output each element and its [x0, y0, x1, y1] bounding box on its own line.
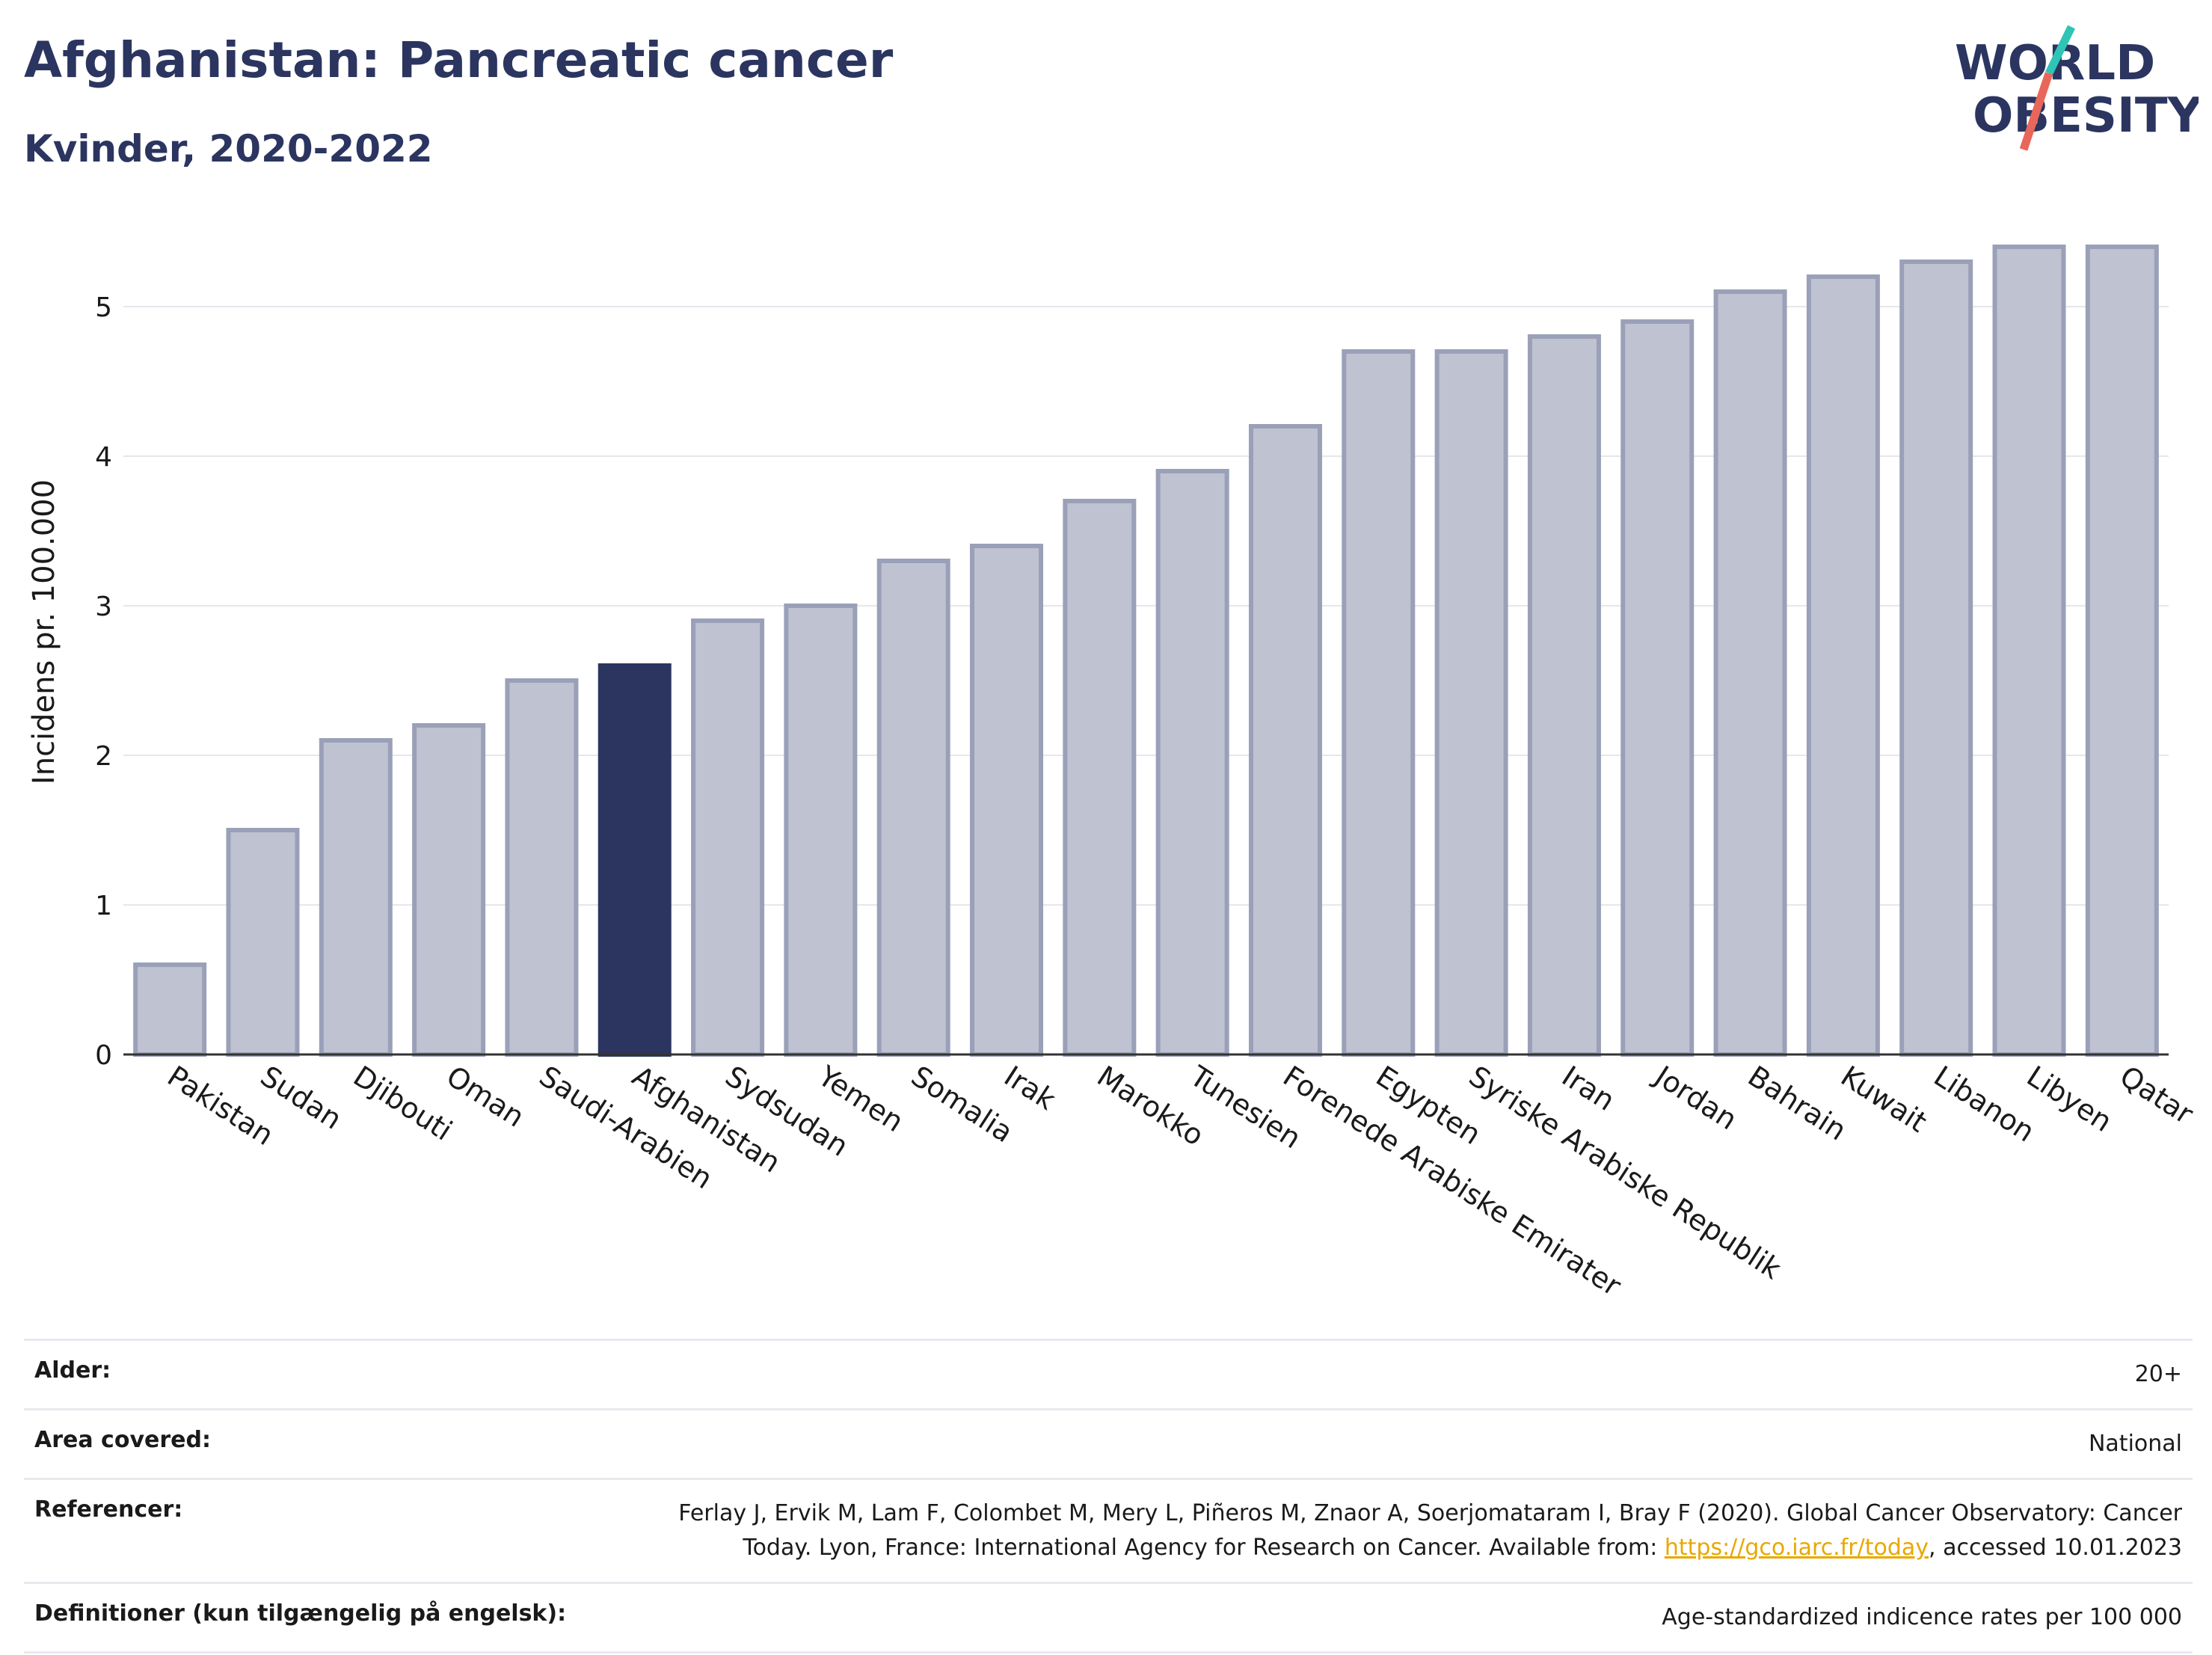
reference-accessed: , accessed 10.01.2023 — [1929, 1535, 2182, 1561]
logo-slash-coral — [2019, 72, 2053, 151]
info-value: Age-standardized indicence rates per 100… — [613, 1582, 2193, 1654]
info-key: Alder: — [24, 1339, 613, 1410]
logo-word-obesity: OBESITY — [1973, 88, 2199, 144]
bar-qatar — [2085, 245, 2159, 1057]
x-tick-label: Iran — [1556, 1060, 1620, 1117]
x-tick-label: Libanon — [1928, 1060, 2040, 1149]
y-tick-label: 2 — [95, 741, 112, 772]
x-tick-label: Somalia — [906, 1060, 1019, 1149]
bar-somalia — [876, 559, 950, 1057]
chart-title: Afghanistan: Pancreatic cancer — [24, 31, 894, 89]
bar-bahrain — [1713, 289, 1787, 1057]
bar-oman — [412, 723, 486, 1057]
y-tick-label: 0 — [95, 1040, 112, 1071]
bar-libyen — [1992, 245, 2066, 1057]
info-key: Area covered: — [24, 1408, 613, 1480]
info-value: Ferlay J, Ervik M, Lam F, Colombet M, Me… — [613, 1478, 2193, 1584]
bar-forenede-arabiske-emirater — [1248, 424, 1322, 1057]
bar-irak — [970, 544, 1044, 1057]
reference-text: Ferlay J, Ervik M, Lam F, Colombet M, Me… — [678, 1500, 2182, 1561]
info-key: Referencer: — [24, 1478, 613, 1584]
bar-sudan — [226, 828, 300, 1057]
x-tick-label: Marokko — [1091, 1060, 1209, 1152]
bar-yemen — [784, 604, 858, 1057]
x-tick-label: Djibouti — [348, 1060, 458, 1147]
bar-egypten — [1342, 349, 1416, 1057]
info-row: Referencer: Ferlay J, Ervik M, Lam F, Col… — [24, 1478, 2193, 1584]
chart-subtitle: Kvinder, 2020-2022 — [24, 127, 433, 171]
world-obesity-logo: WORLD OBESITY — [1955, 25, 2199, 151]
y-axis-label: Incidens pr. 100.000 — [27, 479, 61, 784]
y-tick-labels: 0 1 2 3 4 5 — [95, 292, 112, 1071]
bar-syriske-arabiske-republik — [1434, 349, 1508, 1057]
y-tick-label: 4 — [95, 442, 112, 473]
bar-kuwait — [1806, 274, 1880, 1057]
bar-afghanistan — [597, 663, 672, 1057]
info-value: National — [613, 1408, 2193, 1480]
bars — [133, 245, 2159, 1057]
x-tick-label: Qatar — [2114, 1060, 2199, 1131]
info-key: Definitioner (kun tilgængelig på engelsk… — [24, 1582, 613, 1654]
bar-jordan — [1620, 319, 1695, 1057]
x-tick-label: Bahrain — [1742, 1060, 1852, 1147]
logo-slash-teal — [2045, 25, 2075, 76]
y-tick-label: 1 — [95, 891, 112, 921]
info-row: Area covered: National — [24, 1408, 2193, 1480]
x-tick-label: Syriske Arabiske Republik — [1463, 1060, 1787, 1286]
bar-libanon — [1899, 260, 1973, 1057]
bar-djibouti — [319, 738, 393, 1057]
x-tick-label: Jordan — [1648, 1059, 1743, 1137]
info-row: Alder: 20+ — [24, 1339, 2193, 1410]
x-tick-label: Pakistan — [162, 1060, 279, 1152]
y-tick-label: 3 — [95, 592, 112, 622]
x-tick-label: Irak — [998, 1060, 1061, 1117]
info-value: 20+ — [613, 1339, 2193, 1410]
bar-sydsudan — [691, 618, 765, 1057]
y-tick-label: 5 — [95, 292, 112, 323]
bar-saudi-arabien — [505, 678, 579, 1057]
bar-marokko — [1063, 499, 1137, 1057]
info-table: Alder: 20+ Area covered: National Referencer… — [24, 1339, 2193, 1654]
bar-tunesien — [1155, 469, 1229, 1057]
bar-iran — [1527, 334, 1601, 1057]
info-row: Definitioner (kun tilgængelig på engelsk… — [24, 1582, 2193, 1654]
x-tick-label: Kuwait — [1835, 1060, 1932, 1139]
bar-pakistan — [133, 962, 207, 1057]
reference-link[interactable]: https://gco.iarc.fr/today — [1664, 1535, 1929, 1561]
